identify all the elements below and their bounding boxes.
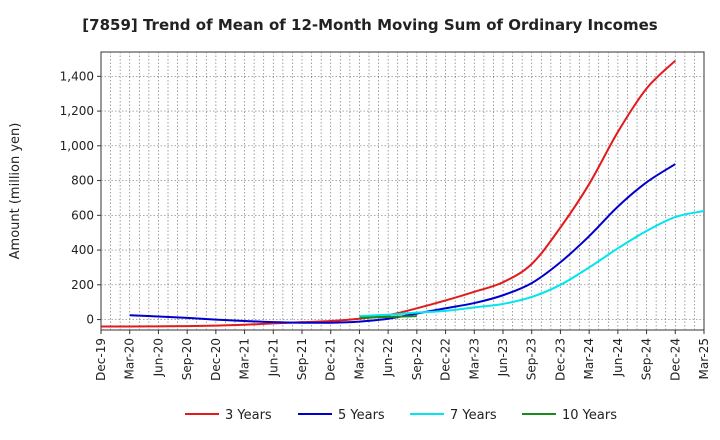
y-tick-label: 1,200 — [60, 104, 94, 118]
x-tick-label: Sep-23 — [525, 338, 539, 380]
x-tick-label: Jun-20 — [151, 338, 165, 377]
chart-title: [7859] Trend of Mean of 12-Month Moving … — [82, 16, 657, 34]
x-tick-label: Mar-25 — [697, 338, 711, 379]
y-axis: 0 200 400 600 800 1,000 1,200 1,400 — [60, 69, 101, 327]
x-tick-label: Sep-20 — [180, 338, 194, 380]
x-tick-label: Jun-21 — [266, 338, 280, 377]
x-tick-label: Mar-22 — [352, 338, 366, 379]
legend: 3 Years 5 Years 7 Years 10 Years — [185, 408, 617, 423]
x-tick-label: Jun-24 — [611, 338, 625, 377]
y-tick-label: 1,400 — [60, 69, 94, 83]
x-tick-label: Dec-22 — [439, 338, 453, 381]
x-tick-label: Mar-24 — [582, 338, 596, 379]
y-tick-label: 1,000 — [60, 139, 94, 153]
y-tick-label: 600 — [71, 208, 94, 222]
plot-area — [100, 51, 705, 331]
legend-label-5-years: 5 Years — [338, 408, 385, 423]
x-tick-label: Sep-22 — [410, 338, 424, 380]
x-tick-label: Dec-19 — [94, 338, 108, 381]
x-tick-label: Mar-23 — [467, 338, 481, 379]
y-tick-label: 800 — [71, 174, 94, 188]
x-tick-label: Jun-23 — [496, 338, 510, 377]
series-line-10-years — [359, 315, 417, 319]
legend-label-10-years: 10 Years — [562, 408, 617, 423]
series-line-7-years — [359, 210, 705, 318]
x-tick-label: Sep-24 — [640, 338, 654, 380]
x-tick-label: Dec-20 — [209, 338, 223, 381]
legend-label-7-years: 7 Years — [450, 408, 497, 423]
y-axis-label: Amount (million yen) — [8, 123, 23, 260]
x-tick-label: Dec-23 — [553, 338, 567, 381]
x-tick-label: Mar-20 — [123, 338, 137, 379]
x-tick-label: Dec-24 — [668, 338, 682, 381]
grid — [101, 52, 704, 330]
series-lines — [100, 59, 705, 328]
y-tick-label: 0 — [86, 313, 94, 327]
x-tick-label: Jun-22 — [381, 338, 395, 377]
y-tick-label: 400 — [71, 243, 94, 257]
y-tick-label: 200 — [71, 278, 94, 292]
x-axis: Dec-19 Mar-20 Jun-20 Sep-20 Dec-20 Mar-21 Jun-… — [94, 330, 711, 381]
legend-label-3-years: 3 Years — [225, 408, 272, 423]
x-tick-label: Dec-21 — [324, 338, 338, 381]
x-tick-label: Sep-21 — [295, 338, 309, 380]
x-tick-label: Mar-21 — [238, 338, 252, 379]
